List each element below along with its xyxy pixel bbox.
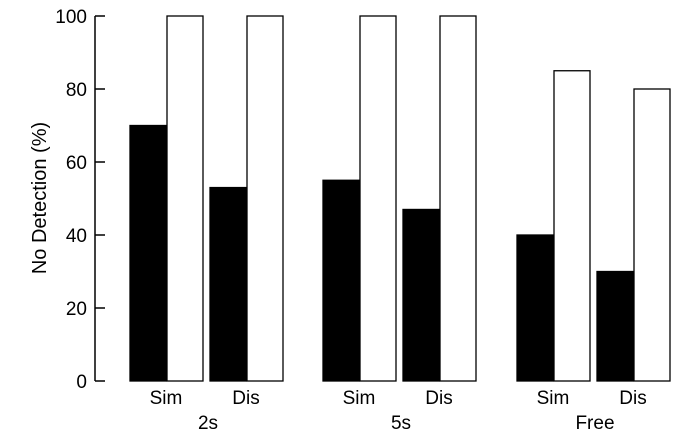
bar-5s-sim-series-2 [359,15,397,382]
bar-free-dis-series-2 [633,88,671,382]
bar-free-sim-series-1 [516,234,554,382]
condition-label: Sim [343,388,376,409]
y-tick-label: 40 [66,226,87,247]
condition-label: Dis [619,388,646,409]
bar-2s-dis-series-1 [209,186,247,382]
y-tick-label: 60 [66,153,87,174]
y-tick-label: 80 [66,80,87,101]
y-axis-label: No Detection (%) [29,122,51,274]
bar-free-dis-series-1 [596,270,634,382]
bar-2s-sim-series-1 [129,124,167,382]
y-axis: 0 20 40 60 80 100 [55,7,105,393]
group-label: Free [575,413,614,434]
group-label: 2s [198,413,218,434]
condition-label: Dis [425,388,452,409]
bar-free-sim-series-2 [553,70,591,382]
bar-5s-dis-series-2 [439,15,477,382]
y-tick-label: 100 [55,7,87,28]
bar-5s-sim-series-1 [322,179,360,382]
condition-label: Dis [232,388,259,409]
bar-2s-sim-series-2 [166,15,204,382]
condition-label: Sim [150,388,183,409]
bar-2s-dis-series-2 [246,15,284,382]
y-tick-label: 20 [66,299,87,320]
y-tick-label: 0 [76,372,87,393]
group-label: 5s [391,413,411,434]
condition-label: Sim [537,388,570,409]
bar-5s-dis-series-1 [402,208,440,382]
bars [129,15,671,382]
